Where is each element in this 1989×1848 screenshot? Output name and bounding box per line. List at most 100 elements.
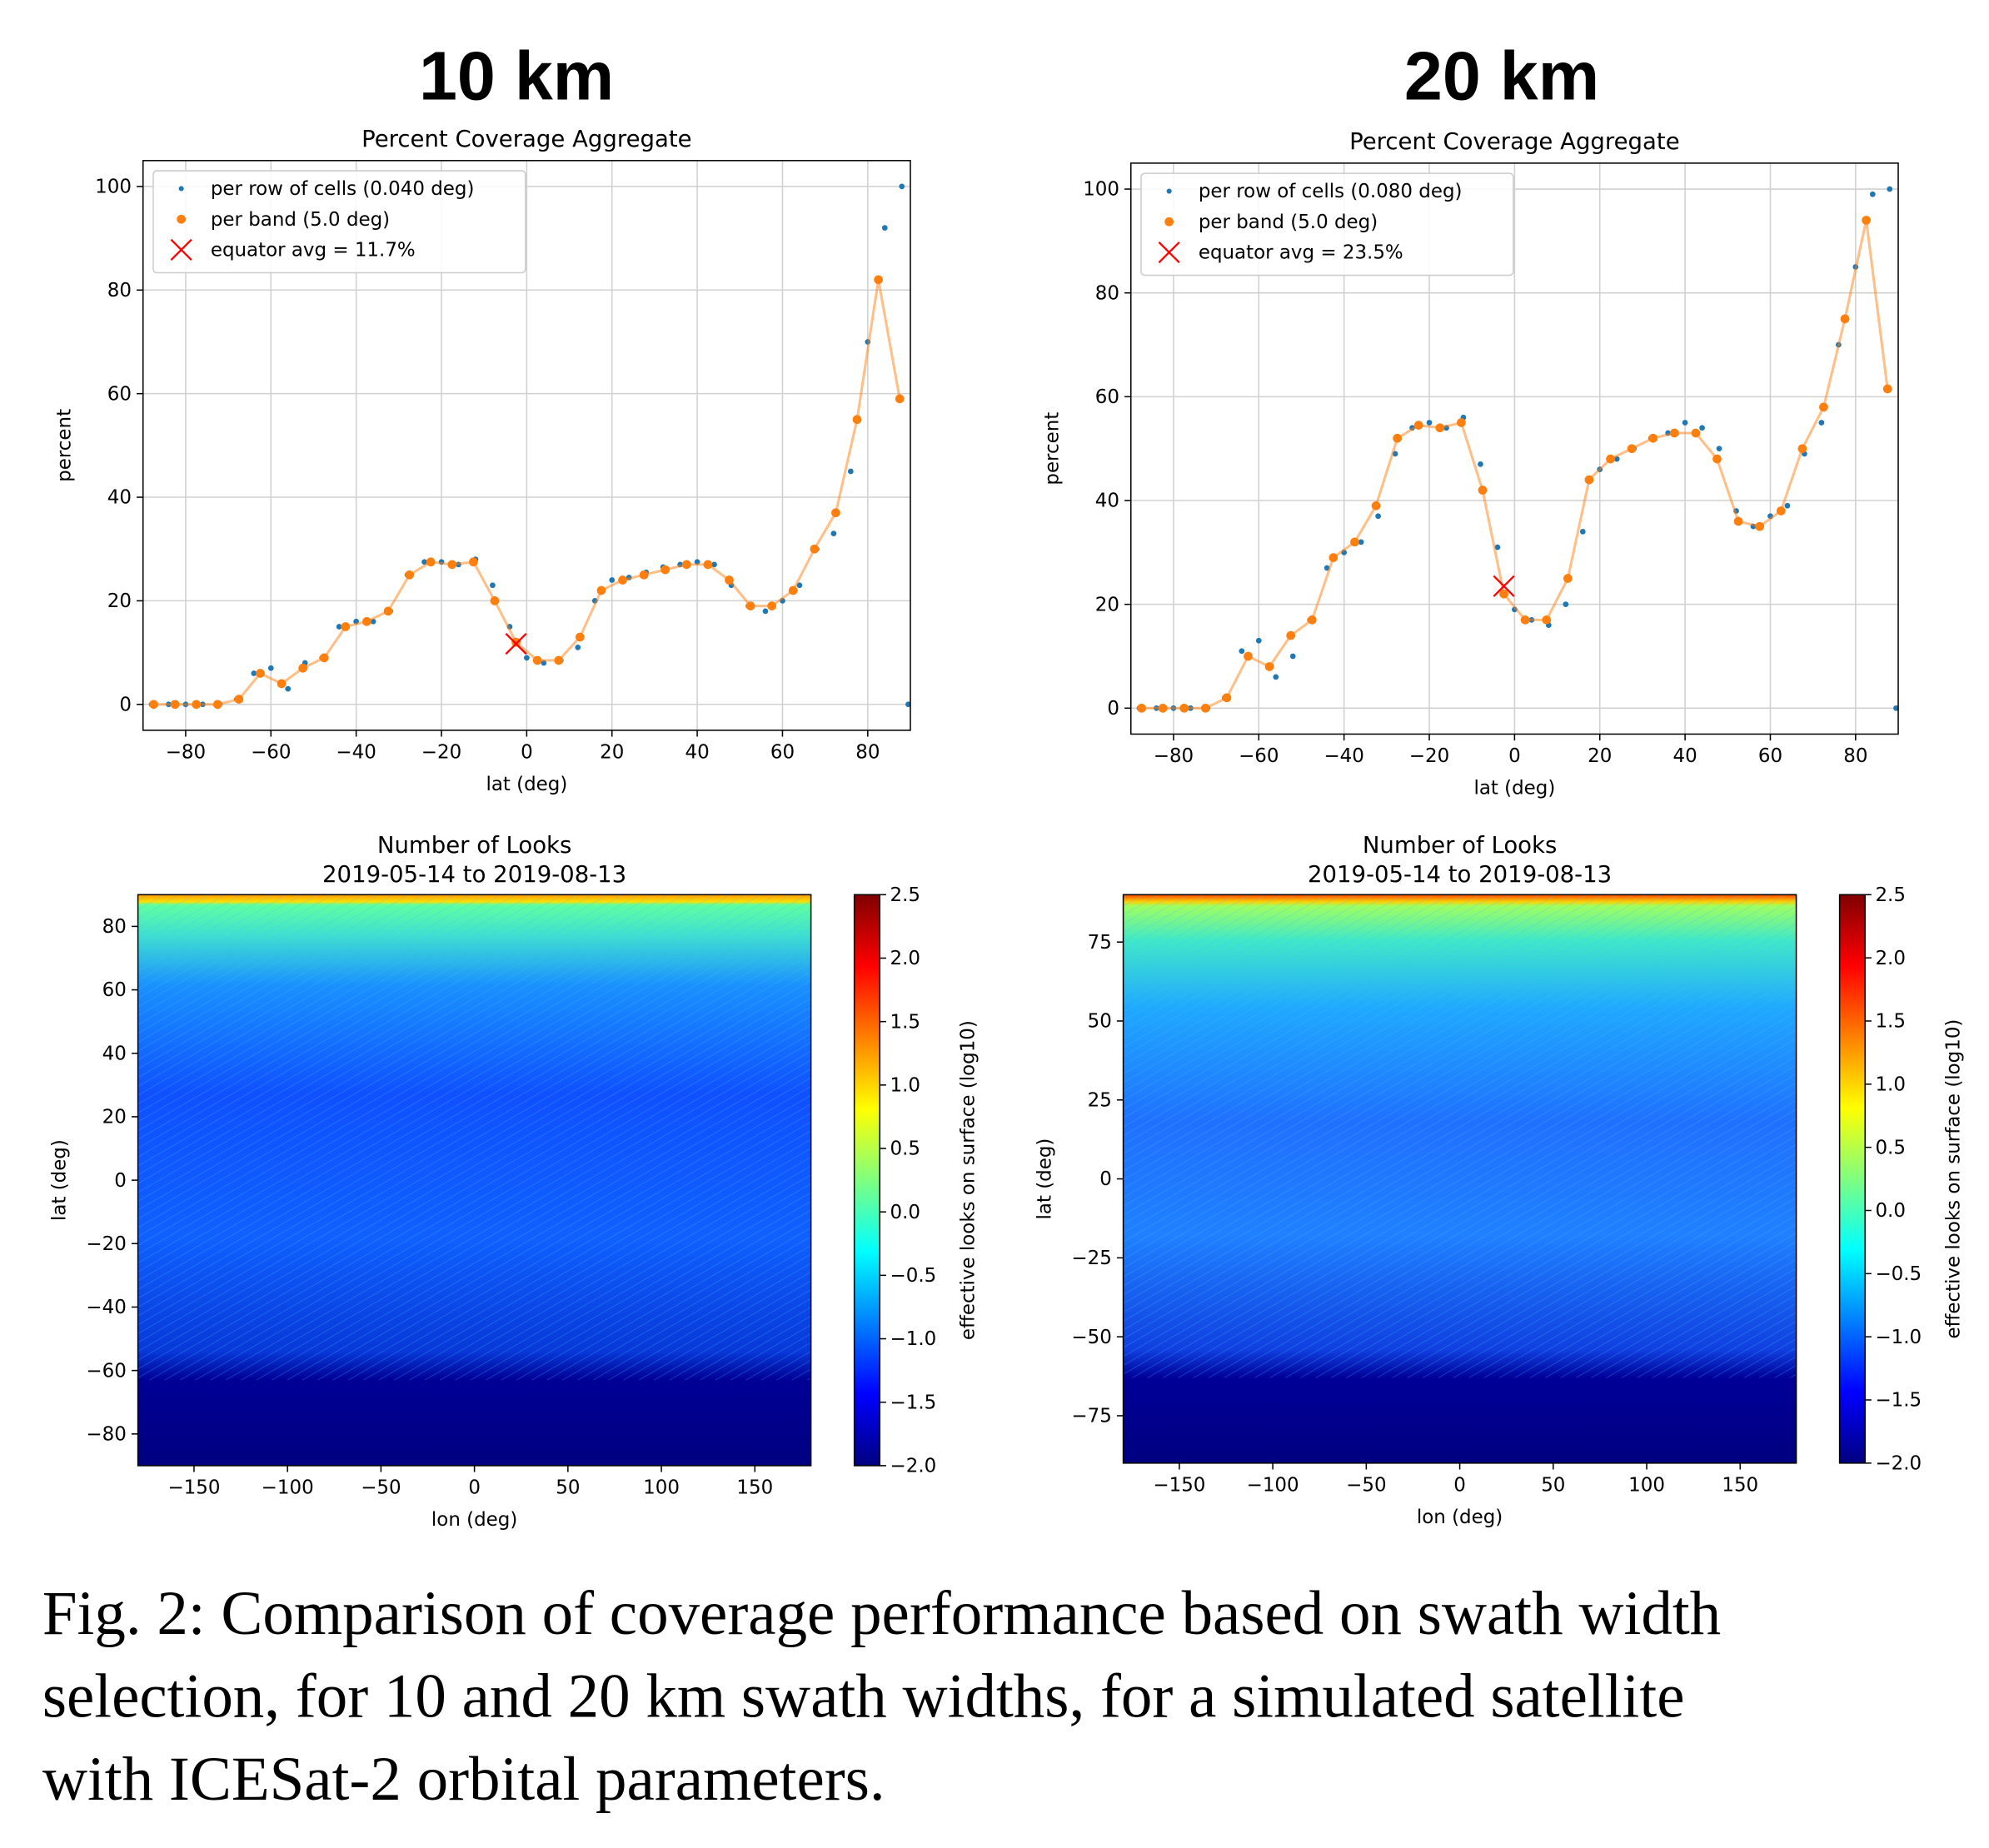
colorbar-tick-label: 2.5: [890, 884, 920, 906]
row-point: [1699, 425, 1705, 431]
y-tick-label: 40: [107, 487, 132, 509]
row-point: [1716, 446, 1722, 452]
chart-title: Percent Coverage Aggregate: [361, 126, 692, 152]
y-tick-label: −50: [1071, 1327, 1111, 1348]
x-tick-label: 40: [1673, 745, 1697, 767]
row-point: [1426, 420, 1433, 426]
y-tick-label: 100: [95, 177, 132, 198]
band-point: [1350, 537, 1359, 547]
band-point: [1264, 662, 1274, 671]
x-tick-label: 0: [1508, 745, 1521, 767]
band-point: [1307, 615, 1317, 625]
row-point: [1869, 191, 1876, 197]
x-tick-label: −100: [1247, 1475, 1299, 1497]
y-tick-label: −40: [86, 1297, 126, 1318]
colorbar-tick-label: −1.5: [1875, 1390, 1922, 1412]
band-point: [1776, 506, 1786, 516]
band-point: [596, 585, 606, 595]
row-point: [336, 624, 342, 630]
band-point: [874, 275, 883, 285]
x-tick-label: 50: [556, 1477, 580, 1499]
row-point: [421, 559, 427, 565]
y-tick-label: 60: [102, 979, 127, 1001]
colorbar-tick-label: 2.0: [1875, 948, 1905, 969]
band-point: [1627, 444, 1637, 454]
row-point: [762, 608, 769, 615]
legend-label: per band (5.0 deg): [211, 209, 390, 231]
x-tick-label: −80: [1154, 745, 1194, 767]
y-tick-label: 0: [1099, 1168, 1112, 1190]
plot-area: [148, 183, 910, 710]
y-tick-label: −20: [86, 1233, 126, 1255]
x-tick-label: −150: [1153, 1475, 1205, 1497]
band-point: [1393, 433, 1402, 443]
row-point: [1255, 637, 1262, 644]
row-point: [1239, 648, 1245, 655]
row-point: [1893, 705, 1899, 711]
row-point: [523, 655, 530, 661]
panel-heading: 10 km: [419, 37, 614, 114]
legend-marker: [1158, 241, 1180, 264]
band-point: [1371, 501, 1381, 511]
band-point: [1286, 630, 1296, 640]
x-tick-label: 0: [468, 1477, 481, 1499]
colorbar-tick-label: −1.5: [890, 1392, 937, 1413]
band-point: [852, 415, 862, 425]
colorbar-tick-label: −0.5: [890, 1265, 937, 1287]
x-tick-label: 80: [1843, 745, 1867, 767]
chart-subtitle: 2019-05-14 to 2019-08-13: [1308, 861, 1612, 888]
x-tick-label: 20: [1588, 745, 1612, 767]
colorbar-tick-label: 1.5: [1875, 1011, 1905, 1033]
band-point: [1435, 423, 1445, 433]
band-point: [1457, 418, 1466, 427]
legend-label: equator avg = 23.5%: [1199, 242, 1403, 264]
band-point: [511, 637, 521, 647]
y-tick-label: 40: [102, 1043, 127, 1064]
band-point: [212, 700, 222, 710]
band-point: [1712, 454, 1722, 464]
y-tick-label: 50: [1088, 1011, 1112, 1033]
x-tick-label: 0: [1453, 1475, 1466, 1497]
band-point: [149, 700, 158, 710]
band-point: [256, 669, 265, 678]
y-axis-label: percent: [54, 409, 76, 482]
x-tick-label: −40: [336, 742, 376, 764]
colorbar-label: effective looks on surface (log10): [1942, 1019, 1964, 1339]
band-point: [1499, 589, 1508, 599]
row-point: [267, 665, 274, 671]
band-point: [1520, 615, 1530, 625]
row-point: [1494, 544, 1501, 550]
band-point: [831, 508, 840, 518]
y-tick-label: 20: [1095, 594, 1119, 615]
row-point: [1478, 461, 1483, 467]
band-point: [639, 570, 649, 580]
y-tick-label: 80: [107, 280, 132, 301]
band-point: [1158, 703, 1168, 713]
x-tick-label: 60: [770, 742, 795, 764]
row-point: [1784, 502, 1791, 509]
band-point: [490, 596, 500, 605]
x-tick-label: −80: [166, 742, 206, 764]
y-tick-label: −25: [1071, 1248, 1111, 1269]
x-tick-label: −20: [421, 742, 461, 764]
y-tick-label: 80: [102, 916, 127, 938]
x-tick-label: 100: [643, 1477, 680, 1499]
colorbar-tick-label: 1.0: [890, 1074, 920, 1096]
x-tick-label: −150: [167, 1477, 220, 1499]
frame: [1129, 162, 1899, 735]
x-tick-label: 100: [1628, 1475, 1665, 1497]
band-point: [1733, 516, 1743, 526]
y-tick-label: 0: [119, 694, 132, 715]
x-tick-label: 40: [685, 742, 709, 764]
row-point: [796, 582, 803, 589]
legend-marker: [178, 186, 184, 192]
x-tick-label: −50: [361, 1477, 401, 1499]
x-tick-label: 50: [1541, 1475, 1565, 1497]
y-tick-label: 100: [1083, 179, 1119, 201]
frame: [142, 160, 911, 731]
frame: [1122, 894, 1797, 1464]
band-point: [661, 565, 670, 575]
chart-title: Number of Looks: [377, 832, 571, 859]
chart-subtitle: 2019-05-14 to 2019-08-13: [322, 861, 626, 888]
row-point: [1273, 674, 1279, 680]
